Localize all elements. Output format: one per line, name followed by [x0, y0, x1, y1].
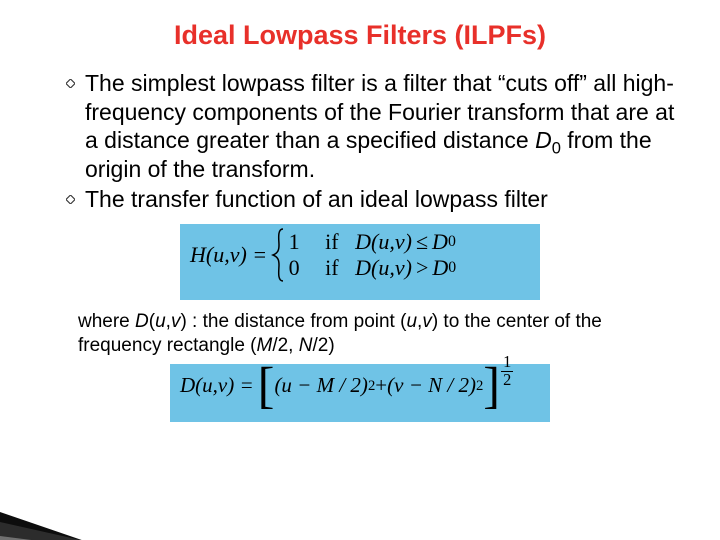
bullet-pre: The transfer function of an ideal lowpas…: [85, 186, 548, 212]
note-text: where D(u,v) : the distance from point (…: [0, 310, 720, 359]
eq1-case-row: 0 if D(u,v) > D0: [285, 255, 456, 281]
equation-2: D(u,v) = [ (u − M / 2)2 + (v − N / 2)2 ]…: [170, 364, 550, 422]
note-where: where: [78, 311, 135, 332]
bullet-marker-icon: [66, 195, 75, 204]
slide-body: The simplest lowpass filter is a filter …: [0, 69, 720, 214]
eq1-case-rhs: D: [432, 255, 448, 281]
equation-1-wrap: H(u,v) = 1 if D(u,v) ≤ D0: [0, 224, 720, 300]
eq2-t2: (v − N / 2): [387, 373, 476, 398]
equation-1: H(u,v) = 1 if D(u,v) ≤ D0: [180, 224, 540, 300]
eq1-cases: 1 if D(u,v) ≤ D0 0 if D(u,v) > D0: [285, 229, 456, 281]
note-D: D: [135, 311, 149, 332]
slide: Ideal Lowpass Filters (ILPFs) The simple…: [0, 20, 720, 540]
eq1-case-rhs: D: [432, 229, 448, 255]
bullet-marker-icon: [66, 79, 75, 88]
eq1-case-row: 1 if D(u,v) ≤ D0: [285, 229, 456, 255]
note-u2: u: [406, 311, 417, 332]
eq1-case-rel: ≤: [416, 229, 428, 255]
bullet-sub: 0: [552, 139, 561, 158]
eq2-exponent-frac: 1 2: [501, 354, 513, 388]
eq1-case-value: 1: [285, 229, 303, 255]
eq1-case-lhs: D(u,v): [355, 255, 412, 281]
eq2-plus: +: [375, 373, 387, 398]
note-M: M: [257, 335, 273, 356]
bullet-text: The simplest lowpass filter is a filter …: [85, 69, 676, 183]
note-p2: ) : the distance from point (: [180, 311, 406, 332]
brace-icon: [271, 228, 285, 282]
eq2-exp-den: 2: [501, 372, 513, 388]
note-h2: /2): [312, 335, 334, 356]
note-u: u: [155, 311, 166, 332]
bullet-text: The transfer function of an ideal lowpas…: [85, 185, 676, 214]
bullet-item: The transfer function of an ideal lowpas…: [66, 185, 676, 214]
eq1-case-value: 0: [285, 255, 303, 281]
eq1-case-if: if: [325, 255, 355, 281]
bullet-var: D: [535, 127, 552, 153]
open-bracket-icon: [: [258, 368, 275, 403]
note-N: N: [299, 335, 313, 356]
eq2-t1: (u − M / 2): [274, 373, 368, 398]
eq1-case-lhs: D(u,v): [355, 229, 412, 255]
eq1-case-if: if: [325, 229, 355, 255]
slide-title: Ideal Lowpass Filters (ILPFs): [0, 20, 720, 51]
eq1-case-rel: >: [416, 255, 428, 281]
corner-accent-icon: [0, 512, 190, 540]
note-h1: /2,: [272, 335, 298, 356]
eq2-lhs: D(u,v) =: [180, 373, 254, 398]
eq1-lhs: H(u,v) =: [190, 242, 267, 268]
close-bracket-icon: ]: [483, 368, 500, 403]
bullet-item: The simplest lowpass filter is a filter …: [66, 69, 676, 183]
note-v2: v: [422, 311, 432, 332]
equation-2-wrap: D(u,v) = [ (u − M / 2)2 + (v − N / 2)2 ]…: [0, 364, 720, 422]
